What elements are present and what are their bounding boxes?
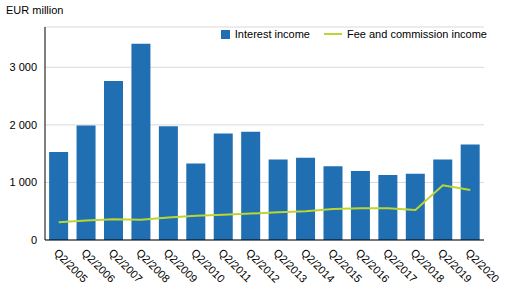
html-text:Interest income: Interest income [234, 28, 310, 40]
svg-text:Q2/2008: Q2/2008 [134, 246, 173, 285]
svg-text:3 000: 3 000 [9, 61, 37, 73]
svg-text:Q2/2010: Q2/2010 [189, 246, 228, 285]
svg-text:Q2/2016: Q2/2016 [353, 246, 392, 285]
svg-text:2 000: 2 000 [9, 119, 37, 131]
svg-text:0: 0 [31, 234, 37, 246]
svg-text:Q2/2015: Q2/2015 [326, 246, 365, 285]
svg-text:Q2/2005: Q2/2005 [51, 246, 91, 285]
html-text:Fee and commission income: Fee and commission income [347, 28, 487, 40]
svg-text:Q2/2018: Q2/2018 [408, 246, 447, 285]
svg-text:Q2/2020: Q2/2020 [463, 246, 501, 284]
svg-text:Q2/2014: Q2/2014 [298, 246, 337, 285]
svg-text:Q2/2006: Q2/2006 [79, 246, 118, 285]
svg-text:Q2/2007: Q2/2007 [106, 246, 145, 285]
svg-text:Q2/2009: Q2/2009 [161, 246, 200, 285]
svg-text:Q2/2012: Q2/2012 [243, 246, 283, 285]
svg-text:Q2/2017: Q2/2017 [381, 246, 420, 285]
svg-text:1 000: 1 000 [9, 176, 37, 188]
html-text:EUR million: EUR million [6, 4, 64, 16]
svg-text:Q2/2019: Q2/2019 [435, 246, 475, 285]
svg-text:Q2/2013: Q2/2013 [271, 246, 310, 285]
svg-text:Q2/2011: Q2/2011 [216, 246, 255, 285]
